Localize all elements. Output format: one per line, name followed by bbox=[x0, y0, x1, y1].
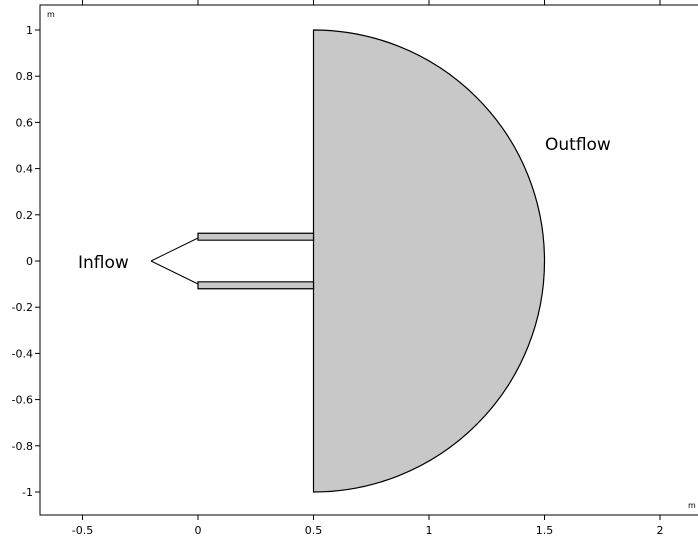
inlet-channel-bottom bbox=[197, 281, 315, 290]
inlet-channel-top bbox=[197, 232, 315, 241]
inflow-label: Inflow bbox=[78, 253, 129, 273]
outflow-label: Outflow bbox=[545, 135, 611, 155]
y-tick-label-10: -1 bbox=[22, 486, 33, 499]
x-tick-label-5: 2 bbox=[657, 524, 664, 537]
x-tick-label-3: 1 bbox=[426, 524, 433, 537]
y-tick-label-0: 1 bbox=[26, 24, 33, 37]
y-tick-label-5: 0 bbox=[26, 255, 33, 268]
y-tick-label-2: 0.6 bbox=[16, 116, 34, 129]
x-tick-label-2: 0.5 bbox=[305, 524, 323, 537]
x-tick-label-4: 1.5 bbox=[536, 524, 554, 537]
inflow-pointer-line-top bbox=[150, 237, 199, 262]
y-tick-label-7: -0.4 bbox=[12, 347, 33, 360]
y-tick-label-8: -0.6 bbox=[12, 394, 33, 407]
y-tick-label-6: -0.2 bbox=[12, 301, 33, 314]
y-tick-label-1: 0.8 bbox=[16, 70, 34, 83]
inflow-pointer-line-bottom bbox=[150, 260, 199, 285]
domain-half-disk bbox=[312, 29, 546, 493]
y-tick-label-9: -0.8 bbox=[12, 440, 33, 453]
y-tick-label-3: 0.4 bbox=[16, 163, 34, 176]
y-axis-unit: m bbox=[47, 10, 55, 19]
x-tick-label-1: 0 bbox=[195, 524, 202, 537]
x-axis-unit: m bbox=[688, 501, 696, 510]
x-tick-label-0: -0.5 bbox=[72, 524, 93, 537]
y-tick-label-4: 0.2 bbox=[16, 209, 34, 222]
x-axis-ticks: -0.5 0 0.5 1 1.5 2 bbox=[72, 0, 664, 537]
y-axis-ticks: 1 0.8 0.6 0.4 0.2 0 -0.2 -0.4 -0.6 -0.8 -1 bbox=[12, 24, 40, 499]
